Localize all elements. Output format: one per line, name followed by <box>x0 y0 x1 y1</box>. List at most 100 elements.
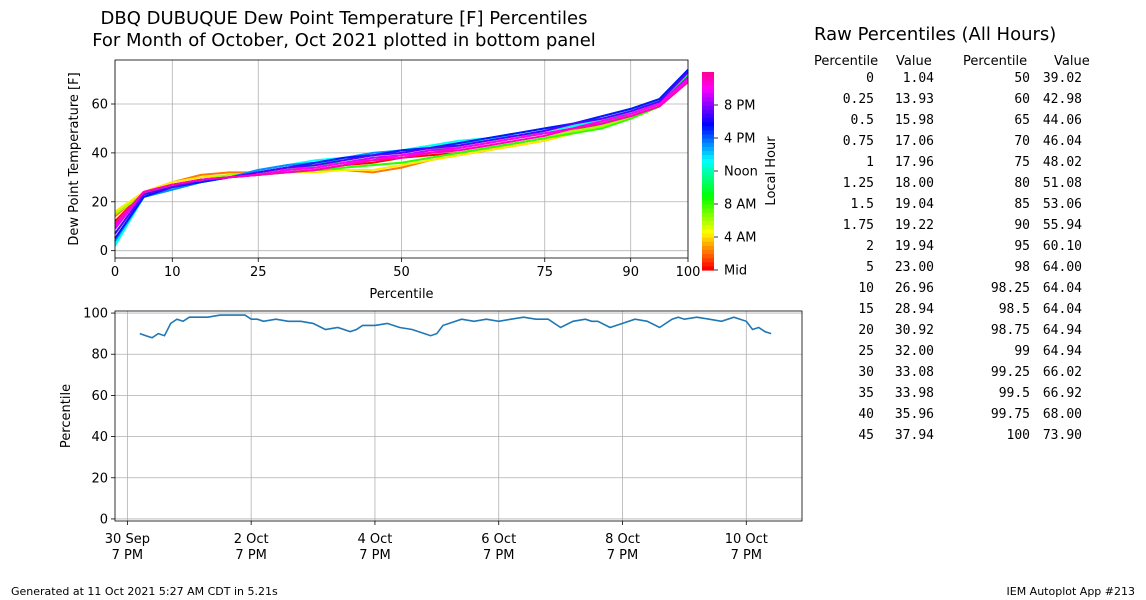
colorbar-tick-label: Noon <box>724 165 758 180</box>
raw-value-cell: 19.94 <box>894 239 934 254</box>
raw-percentiles-title: Raw Percentiles (All Hours) <box>814 24 1057 45</box>
colorbar-segment <box>702 257 714 263</box>
raw-percentile-cell: 99 <box>1014 344 1030 359</box>
colorbar-segment <box>702 150 714 156</box>
colorbar-segment <box>702 117 714 123</box>
colorbar-segment <box>702 80 714 85</box>
raw-value-cell: 32.00 <box>894 344 934 359</box>
raw-right-value-column: 39.02 42.98 44.06 46.04 48.02 51.08 53.06 55.94… <box>1030 68 1082 446</box>
colorbar-segment <box>702 121 714 127</box>
colorbar-segment <box>702 212 714 217</box>
raw-percentile-cell: 98.5 <box>998 302 1030 317</box>
x-tick-label-date: 8 Oct <box>605 532 640 547</box>
raw-value-cell: 17.96 <box>894 155 934 170</box>
raw-percentile-cell: 70 <box>1014 134 1030 149</box>
y-tick-label: 60 <box>91 98 108 113</box>
raw-percentile-cell: 20 <box>858 323 874 338</box>
colorbar-segment <box>702 249 714 255</box>
raw-left-value-column: 1.04 13.93 15.98 17.06 17.96 18.00 19.04 19.22 1… <box>882 68 934 446</box>
raw-value-cell: 33.08 <box>894 365 934 380</box>
raw-value-cell: 33.98 <box>894 386 934 401</box>
raw-value-cell: 46.04 <box>1042 134 1082 149</box>
raw-value-cell: 66.02 <box>1042 365 1082 380</box>
colorbar-tick-label: 4 AM <box>724 231 757 246</box>
chart-title-line2: For Month of October, Oct 2021 plotted i… <box>92 30 596 51</box>
raw-value-cell: 39.02 <box>1042 71 1082 86</box>
footer-app-id: IEM Autoplot App #213 <box>1006 585 1136 598</box>
colorbar-segment <box>702 125 714 131</box>
raw-value-cell: 48.02 <box>1042 155 1082 170</box>
raw-value-cell: 37.94 <box>894 428 934 443</box>
y-tick-label: 80 <box>91 348 108 363</box>
raw-header-value-left: Value <box>896 54 932 69</box>
raw-value-cell: 28.94 <box>894 302 934 317</box>
raw-right-percentile-column: 50 60 65 70 75 80 85 90 95 98 98.25 98.5 98.75 99 99.2… <box>978 68 1030 446</box>
colorbar-segment <box>702 84 714 90</box>
x-tick-label-date: 4 Oct <box>358 532 393 547</box>
raw-value-cell: 64.00 <box>1042 260 1082 275</box>
colorbar-segment <box>702 109 714 114</box>
colorbar-segment <box>702 154 714 160</box>
raw-value-cell: 1.04 <box>902 71 934 86</box>
raw-value-cell: 19.22 <box>894 218 934 233</box>
raw-percentile-cell: 2 <box>866 239 874 254</box>
raw-value-cell: 19.04 <box>894 197 934 212</box>
raw-value-cell: 64.94 <box>1042 344 1082 359</box>
raw-percentile-cell: 98 <box>1014 260 1030 275</box>
raw-percentile-cell: 0 <box>866 71 874 86</box>
raw-percentile-cell: 5 <box>866 260 874 275</box>
x-tick-label: 50 <box>393 265 410 280</box>
raw-header-percentile-left: Percentile <box>814 54 879 69</box>
raw-header-percentile-right: Percentile <box>963 54 1028 69</box>
raw-value-cell: 73.90 <box>1042 428 1082 443</box>
y-axis-label: Dew Point Temperature [F] <box>67 72 82 245</box>
x-tick-label-date: 2 Oct <box>234 532 269 547</box>
raw-percentile-cell: 99.75 <box>990 407 1030 422</box>
colorbar-segment <box>702 76 714 81</box>
colorbar-segment <box>702 138 714 143</box>
colorbar-segment <box>702 96 714 102</box>
raw-percentile-cell: 1 <box>866 155 874 170</box>
raw-value-cell: 42.98 <box>1042 92 1082 107</box>
colorbar-segment <box>702 237 714 242</box>
colorbar-segment <box>702 142 714 147</box>
raw-value-cell: 23.00 <box>894 260 934 275</box>
raw-value-cell: 64.94 <box>1042 323 1082 338</box>
raw-value-cell: 15.98 <box>894 113 934 128</box>
y-tick-label: 40 <box>91 146 108 161</box>
raw-percentile-cell: 0.25 <box>842 92 874 107</box>
colorbar-segment <box>702 199 714 205</box>
chart-title-line1: DBQ DUBUQUE Dew Point Temperature [F] Pe… <box>100 8 588 29</box>
raw-percentile-cell: 50 <box>1014 71 1030 86</box>
raw-value-cell: 64.04 <box>1042 302 1082 317</box>
raw-percentile-cell: 65 <box>1014 113 1030 128</box>
percentile-timeseries-line <box>139 314 772 339</box>
raw-value-cell: 13.93 <box>894 92 934 107</box>
colorbar-tick-label: 8 PM <box>724 99 755 114</box>
raw-value-cell: 35.96 <box>894 407 934 422</box>
colorbar-tick-label: 8 AM <box>724 198 757 213</box>
colorbar-segment <box>702 179 714 184</box>
footer-generated: Generated at 11 Oct 2021 5:27 AM CDT in … <box>11 585 278 598</box>
colorbar-segment <box>702 228 714 234</box>
raw-percentile-cell: 95 <box>1014 239 1030 254</box>
raw-value-cell: 17.06 <box>894 134 934 149</box>
colorbar-segment <box>702 208 714 213</box>
raw-value-cell: 30.92 <box>894 323 934 338</box>
y-tick-label: 20 <box>91 471 108 486</box>
colorbar-segment <box>702 100 714 106</box>
x-axis-label: Percentile <box>369 287 433 302</box>
y-tick-label: 60 <box>91 389 108 404</box>
raw-value-cell: 68.00 <box>1042 407 1082 422</box>
x-tick-label-time: 7 PM <box>359 548 390 563</box>
raw-value-cell: 18.00 <box>894 176 934 191</box>
top-plot-frame <box>114 59 689 259</box>
colorbar-segment <box>702 183 714 189</box>
colorbar-segment <box>702 261 714 267</box>
colorbar-segment <box>702 191 714 197</box>
colorbar-segment <box>702 158 714 164</box>
colorbar-segment <box>702 166 714 172</box>
colorbar-tick-label: Mid <box>724 264 747 279</box>
bottom-plot-frame <box>114 310 803 522</box>
colorbar-segment <box>702 224 714 230</box>
